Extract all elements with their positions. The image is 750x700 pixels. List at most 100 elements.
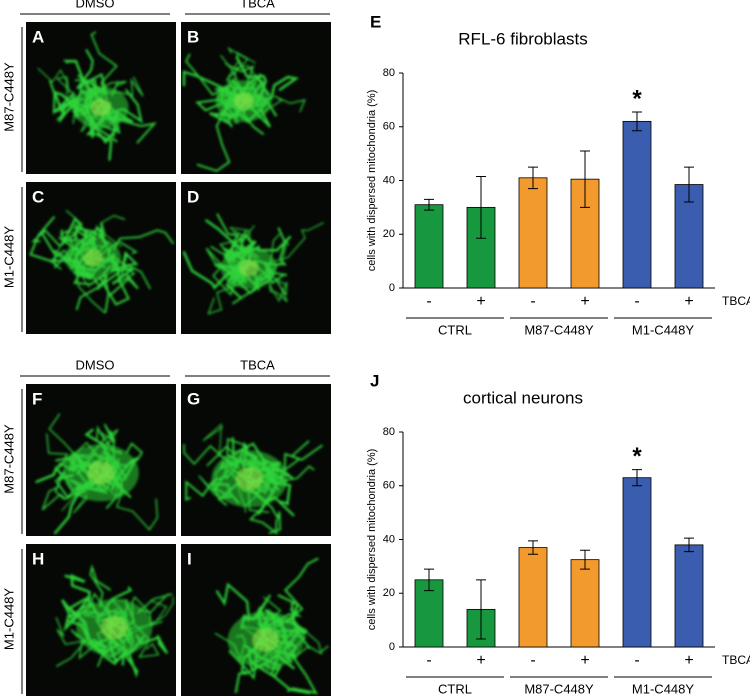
x-tick-label: + — [684, 652, 693, 669]
y-tick-label: 0 — [389, 641, 395, 653]
mitochondria — [106, 102, 134, 138]
mitochondria — [214, 632, 246, 662]
mitochondria — [114, 640, 139, 678]
mitochondria — [103, 423, 117, 473]
annotation: * — [632, 85, 642, 112]
x-tick-label: + — [476, 652, 485, 669]
mitochondria — [89, 564, 112, 608]
mitochondria — [249, 457, 282, 482]
mitochondria — [98, 428, 122, 453]
panel-letter: I — [187, 549, 192, 568]
nucleus-glow — [101, 616, 128, 640]
y-axis-label: cells with dispersed mitochondria (%) — [366, 90, 378, 272]
mitochondria — [56, 640, 96, 667]
mitochondria — [113, 229, 174, 251]
y-tick-label: 60 — [383, 480, 395, 492]
mitochondria — [227, 240, 257, 263]
group-label: CTRL — [438, 681, 472, 696]
error-bar — [580, 150, 590, 208]
nucleus-glow — [252, 628, 279, 652]
mitochondria — [205, 247, 238, 296]
mitochondria — [268, 277, 288, 303]
mitochondria — [99, 265, 139, 297]
mitochondria — [244, 649, 281, 675]
mitochondria — [216, 213, 240, 260]
column-label: DMSO — [76, 357, 115, 372]
mitochondria — [182, 251, 242, 290]
mitochondria — [260, 594, 298, 632]
mitochondria — [251, 490, 282, 534]
mitochondria — [74, 255, 102, 311]
mitochondria — [287, 655, 318, 695]
chart-title: cortical neurons — [463, 388, 583, 407]
column-label: TBCA — [240, 357, 275, 372]
mitochondria — [286, 603, 308, 636]
mitochondria — [236, 475, 258, 513]
nucleus-glow — [90, 99, 111, 116]
row-label: M87-C448Y — [1, 424, 16, 494]
cell-image — [182, 213, 324, 315]
bar — [518, 547, 548, 648]
mitochondria — [135, 634, 169, 655]
bar — [622, 477, 652, 648]
mitochondria — [110, 250, 139, 272]
y-tick-label: 0 — [389, 282, 395, 294]
x-tick-label: - — [634, 652, 639, 669]
mitochondria — [98, 259, 130, 306]
mitochondria — [54, 478, 85, 500]
mitochondria — [98, 214, 126, 246]
mitochondria — [97, 76, 144, 97]
error-bar — [528, 540, 538, 555]
nucleus-glow — [233, 92, 254, 110]
error-bar — [424, 568, 434, 592]
mitochondria — [62, 59, 95, 115]
mitochondria — [131, 620, 160, 658]
panel-letter: A — [32, 27, 44, 46]
mitochondria — [209, 110, 241, 124]
mitochondria — [231, 436, 268, 465]
mitochondria — [184, 53, 230, 96]
y-tick-label: 80 — [383, 67, 395, 79]
mitochondria — [225, 266, 242, 299]
panel-letter: E — [370, 12, 381, 31]
error-bar — [580, 549, 590, 570]
x-tick-label: - — [634, 293, 639, 310]
mitochondria — [235, 55, 268, 105]
mitochondria — [266, 279, 288, 303]
cell-image — [182, 46, 306, 173]
mitochondria — [69, 607, 120, 655]
y-tick-label: 20 — [383, 587, 395, 599]
group-label: M1-C448Y — [632, 681, 694, 696]
panel-letter: H — [32, 549, 44, 568]
row-label: M1-C448Y — [1, 588, 16, 650]
bar — [570, 559, 600, 648]
x-tick-label: - — [426, 652, 431, 669]
error-bar — [632, 111, 642, 132]
mitochondria — [263, 227, 287, 280]
bar — [518, 177, 548, 289]
panel-letter: C — [32, 187, 44, 206]
x-tick-label: - — [530, 293, 535, 310]
cell-image — [29, 209, 174, 314]
cell-image — [55, 564, 174, 678]
row-label: M87-C448Y — [1, 62, 16, 132]
y-tick-label: 40 — [383, 174, 395, 186]
nucleus-glow — [87, 461, 115, 485]
x-axis-label: TBCA — [722, 294, 750, 308]
group-label: CTRL — [438, 322, 472, 337]
mitochondria — [73, 439, 123, 461]
mitochondria — [102, 457, 125, 494]
mitochondria — [53, 480, 94, 535]
group-label: M87-C448Y — [524, 322, 594, 337]
mitochondria — [31, 229, 95, 248]
x-tick-label: + — [580, 293, 589, 310]
y-axis-label: cells with dispersed mitochondria (%) — [366, 449, 378, 631]
cell-image — [35, 413, 159, 535]
mitochondria — [246, 484, 295, 517]
panel-letter: B — [187, 27, 199, 46]
mitochondria — [54, 466, 92, 500]
mitochondria — [93, 451, 116, 492]
panel-letter: F — [32, 389, 42, 408]
y-tick-label: 60 — [383, 121, 395, 133]
bar — [622, 120, 652, 289]
